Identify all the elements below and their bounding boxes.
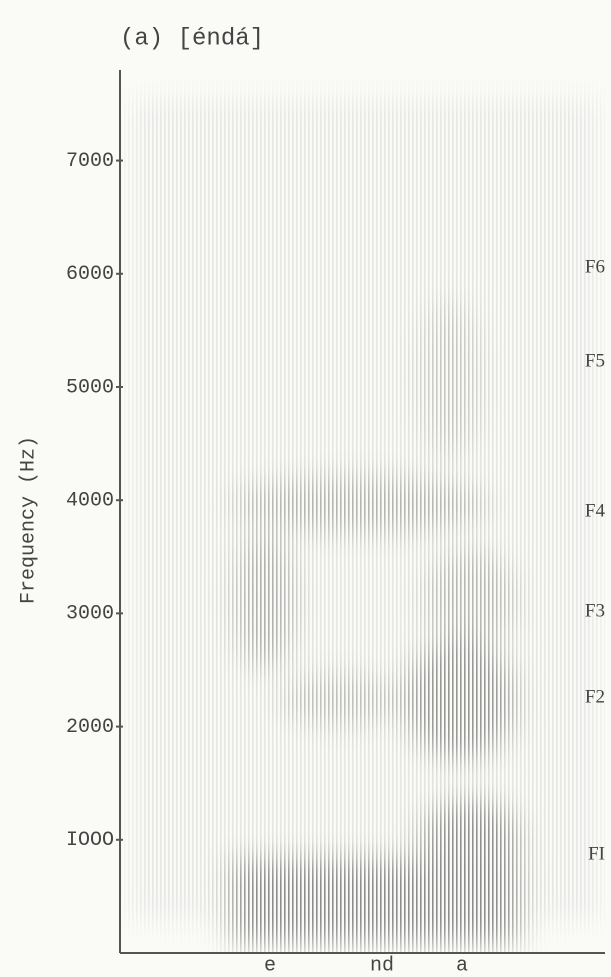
y-tick-label: 6000 [66,263,114,286]
y-tick-label: 7000 [66,150,114,173]
x-segment-label: nd [370,954,394,977]
y-tick-label: 2000 [66,716,114,739]
spectrogram-image [120,70,605,953]
y-tick-label: 5000 [66,376,114,399]
formant-label: F4 [585,500,606,521]
y-tick-label: 4000 [66,489,114,512]
x-segment-label: a [456,954,468,977]
formant-label: F2 [585,686,605,707]
formant-label: F3 [585,600,605,621]
chart-title: (a) [éndá] [120,25,264,52]
formant-label: F5 [585,350,605,371]
y-tick-label: 3000 [66,603,114,626]
formant-label: FI [588,843,605,864]
formant-label: F6 [585,256,605,277]
y-axis-label: Frequency (Hz) [17,436,40,604]
x-segment-label: e [264,954,276,977]
y-tick-label: IOOO [66,829,114,852]
